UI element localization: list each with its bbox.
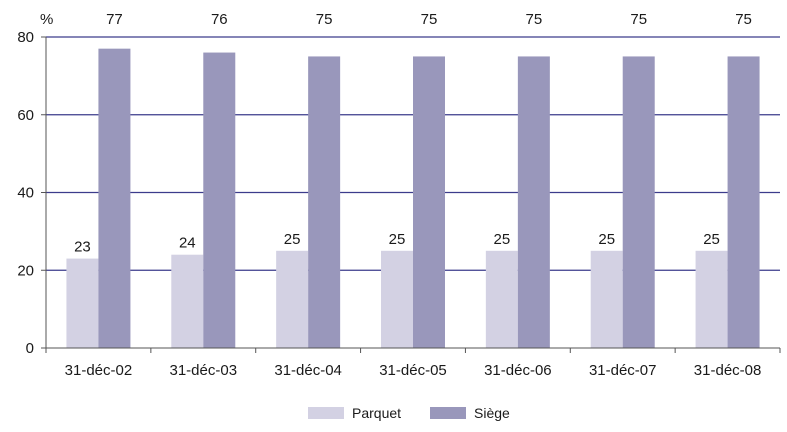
- bar-siege: [622, 56, 655, 348]
- legend: Parquet Siège: [308, 405, 510, 421]
- bars: [66, 48, 760, 349]
- data-label: 75: [421, 11, 438, 28]
- bar-parquet: [381, 250, 413, 348]
- bar-parquet: [590, 250, 623, 348]
- data-label: 77: [106, 11, 123, 28]
- data-label: 76: [211, 11, 228, 28]
- x-tick-label: 31-déc-03: [170, 362, 238, 379]
- legend-swatch: [308, 407, 344, 419]
- data-label: 75: [526, 11, 543, 28]
- bar-parquet: [695, 250, 728, 348]
- bar-parquet: [485, 250, 518, 348]
- axes: % 0 20 40 60 80 31-déc-02 31-déc-03 31-déc-04 31…: [17, 11, 781, 379]
- data-label: 75: [630, 11, 647, 28]
- data-label: 24: [179, 235, 196, 252]
- bar-siege: [203, 52, 236, 349]
- value-labels: 23 77 24 76 25 75 25 75 25 75 25 75 25 75: [74, 11, 752, 256]
- y-tick-label: 60: [17, 107, 34, 124]
- x-tick-label: 31-déc-02: [65, 362, 133, 379]
- x-tick-label: 31-déc-04: [274, 362, 342, 379]
- y-tick-label: 80: [17, 29, 34, 46]
- bar-siege: [98, 48, 131, 348]
- y-tick-label: 20: [17, 262, 34, 279]
- y-axis-label: %: [40, 11, 53, 28]
- data-label: 75: [316, 11, 333, 28]
- x-tick-label: 31-déc-05: [379, 362, 447, 379]
- bar-parquet: [276, 250, 309, 348]
- x-tick-label: 31-déc-06: [484, 362, 552, 379]
- bar-siege: [517, 56, 550, 348]
- bar-siege: [308, 56, 341, 348]
- legend-label: Parquet: [352, 405, 401, 421]
- data-label: 25: [703, 231, 720, 248]
- data-label: 25: [494, 231, 511, 248]
- bar-siege: [413, 56, 445, 348]
- data-label: 25: [598, 231, 615, 248]
- x-tick-label: 31-déc-08: [694, 362, 762, 379]
- data-label: 75: [735, 11, 752, 28]
- y-tick-label: 40: [17, 185, 34, 202]
- data-label: 25: [389, 231, 406, 248]
- legend-label: Siège: [474, 405, 510, 421]
- bar-siege: [727, 56, 760, 348]
- data-label: 23: [74, 239, 91, 256]
- bar-parquet: [171, 254, 204, 348]
- x-tick-label: 31-déc-07: [589, 362, 657, 379]
- y-tick-label: 0: [26, 340, 34, 357]
- bar-parquet: [66, 258, 99, 348]
- legend-swatch: [430, 407, 466, 419]
- data-label: 25: [284, 231, 301, 248]
